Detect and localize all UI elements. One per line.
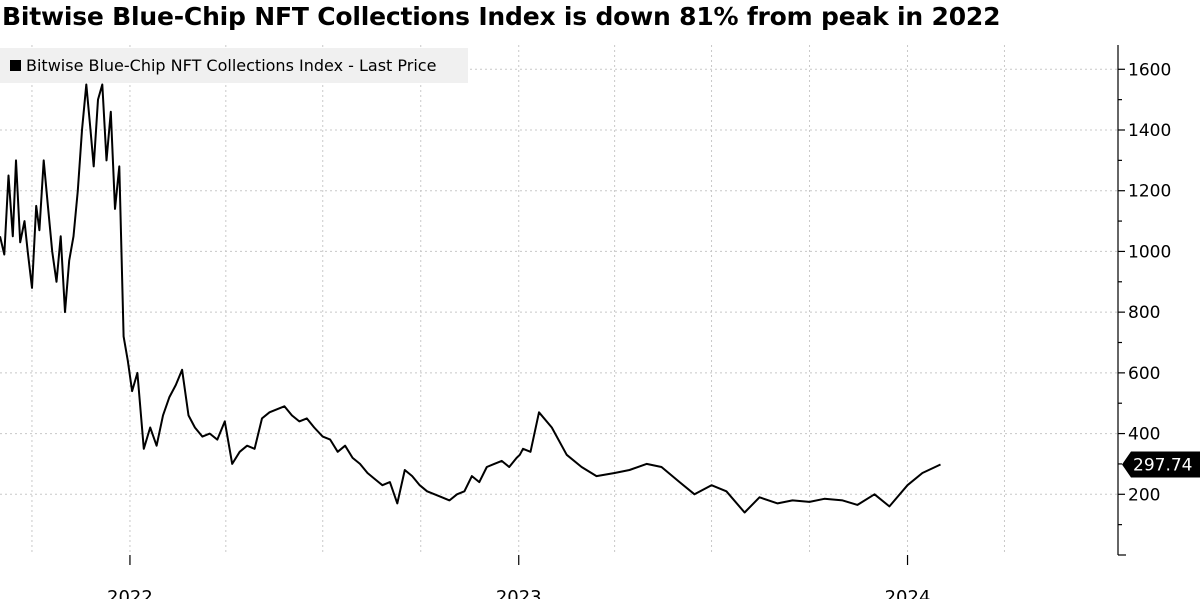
legend: Bitwise Blue-Chip NFT Collections Index …	[0, 48, 468, 83]
x-tick-label: 2024	[885, 587, 931, 599]
y-axis: 200 400 600 800 1000 1200 1400 1600	[1117, 45, 1171, 556]
y-tick-label: 1000	[1128, 242, 1171, 262]
grid-lines	[0, 45, 1118, 555]
y-tick-label: 1600	[1128, 60, 1171, 80]
y-tick-label: 400	[1128, 425, 1160, 445]
series-line-group	[0, 83, 941, 514]
legend-background	[0, 48, 468, 83]
y-tick-label: 1200	[1128, 182, 1171, 202]
legend-marker	[10, 60, 21, 71]
last-price-tag-bg	[1122, 451, 1200, 478]
x-tick-label: 2023	[496, 587, 542, 599]
x-tick-label: 2022	[107, 587, 153, 599]
y-tick-label: 1400	[1128, 121, 1171, 141]
last-price-tag: 297.74	[1122, 451, 1200, 478]
y-tick-label: 600	[1128, 364, 1160, 384]
y-tick-label: 200	[1128, 485, 1160, 505]
last-price-label: 297.74	[1133, 456, 1192, 476]
legend-label: Bitwise Blue-Chip NFT Collections Index …	[26, 56, 436, 75]
chart-title: Bitwise Blue-Chip NFT Collections Index …	[2, 2, 1001, 31]
y-tick-label: 800	[1128, 303, 1160, 323]
x-axis-ticks: 2022 2023 2024	[107, 555, 930, 599]
series-line	[0, 83, 941, 514]
